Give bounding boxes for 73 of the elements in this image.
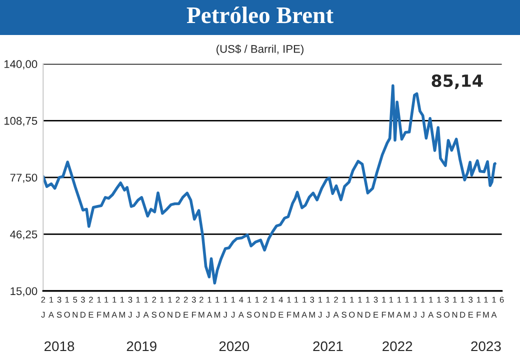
x-tick-label: 1 O [254, 296, 260, 318]
x-tick-label: 1 M [293, 296, 300, 318]
x-tick-label: 1 A [206, 296, 212, 318]
x-tick-label: 3 E [374, 296, 378, 318]
x-tick-label: 1 J [136, 296, 140, 318]
x-tick-label: 1 A [396, 296, 402, 318]
x-tick-label: 3 F [192, 296, 196, 318]
x-tick-label: 1 M [404, 296, 410, 318]
x2-tick-label: 2019 [126, 341, 156, 352]
x-tick-label: 2 E [184, 296, 188, 318]
y-tick-label: 15,00 [10, 287, 38, 296]
x-tick-label: 2 J [41, 296, 46, 318]
x-tick-label: 1 D [460, 296, 466, 318]
chart-subtitle: (US$ / Barril, IPE) [216, 44, 304, 56]
x-tick-label: 1 A [112, 296, 118, 318]
x-tick-label: 1 S [436, 296, 442, 318]
x-tick-label: 3 S [56, 296, 62, 318]
x-tick-label: 1 M [104, 296, 110, 318]
x-tick-label: 1 O [64, 296, 70, 318]
x-tick-label: 1 N [358, 296, 362, 318]
x-tick-label: 1 A [302, 296, 308, 318]
x-tick-label: 2 D [175, 296, 180, 318]
x-tick-label: 1 A [491, 296, 497, 318]
y-tick-label: 46,25 [10, 230, 38, 240]
y-tick-label: 108,75 [4, 116, 38, 126]
x-tick-label: 3 O [444, 296, 450, 318]
y-tick-label: 140,00 [4, 60, 38, 70]
x-tick-label: 1 A [143, 296, 149, 318]
x2-tick-label: 2021 [313, 341, 343, 352]
x-tick-label: 3 D [80, 296, 86, 318]
x-tick-label: 1 M [214, 296, 220, 318]
x-tick-label: 1 O [349, 296, 355, 318]
x2-tick-label: 2020 [219, 341, 250, 352]
x-tick-label: 1 F [382, 296, 386, 318]
x2-tick-label: 2018 [44, 341, 74, 352]
x-tick-label: 1 O [159, 296, 165, 318]
x-tick-label: 3 J [128, 296, 132, 318]
x-tick-label: 1 F [97, 296, 102, 318]
x-tick-label: 1 N [168, 296, 172, 318]
x-tick-label: 5 N [72, 296, 78, 318]
x-tick-label: 2 E [88, 296, 94, 318]
x-tick-label: 1 F [287, 296, 292, 318]
x-tick-label: 1 J [223, 296, 228, 318]
y-tick-label: 77,50 [10, 174, 38, 183]
x-tick-label: 1 A [428, 296, 434, 318]
x-tick-label: 1 D [270, 296, 276, 318]
x-tick-label: 1 N [452, 296, 458, 318]
x-tick-label: 1 J [326, 296, 330, 318]
x-tick-label: 1 J [318, 296, 322, 318]
x-tick-label: 1 J [231, 296, 236, 318]
x-tick-label: 2 M [198, 296, 204, 318]
x-tick-label: 1 M [483, 296, 489, 318]
x-tick-label: 1 J [420, 296, 425, 318]
x-tick-label: 4 A [238, 296, 244, 318]
x-tick-label: 3 M [309, 296, 315, 318]
x-tick-label: 2 A [333, 296, 339, 318]
x-tick-label: 1 S [342, 296, 346, 318]
x2-tick-label: 2023 [471, 341, 501, 352]
x-tick-label: 4 E [278, 296, 284, 318]
x-tick-label: 1 D [365, 296, 370, 318]
chart-title: Petróleo Brent [186, 6, 334, 24]
x-tick-label: 1 J [413, 296, 417, 318]
x-tick-label: 1 M [388, 296, 394, 318]
x-tick-label: 1 F [476, 296, 481, 318]
x-tick-label: 1 A [48, 296, 54, 318]
annotation: 85,14 [432, 74, 483, 90]
x2-tick-label: 2022 [382, 341, 412, 352]
x-tick-label: 1 M [119, 296, 125, 318]
x-tick-label: 2 S [152, 296, 157, 318]
x-tick-label: 2 N [262, 296, 268, 318]
x-tick-label: 3 E [468, 296, 474, 318]
x-tick-label: 1 S [246, 296, 252, 318]
x-tick-label: 6 [500, 296, 504, 303]
